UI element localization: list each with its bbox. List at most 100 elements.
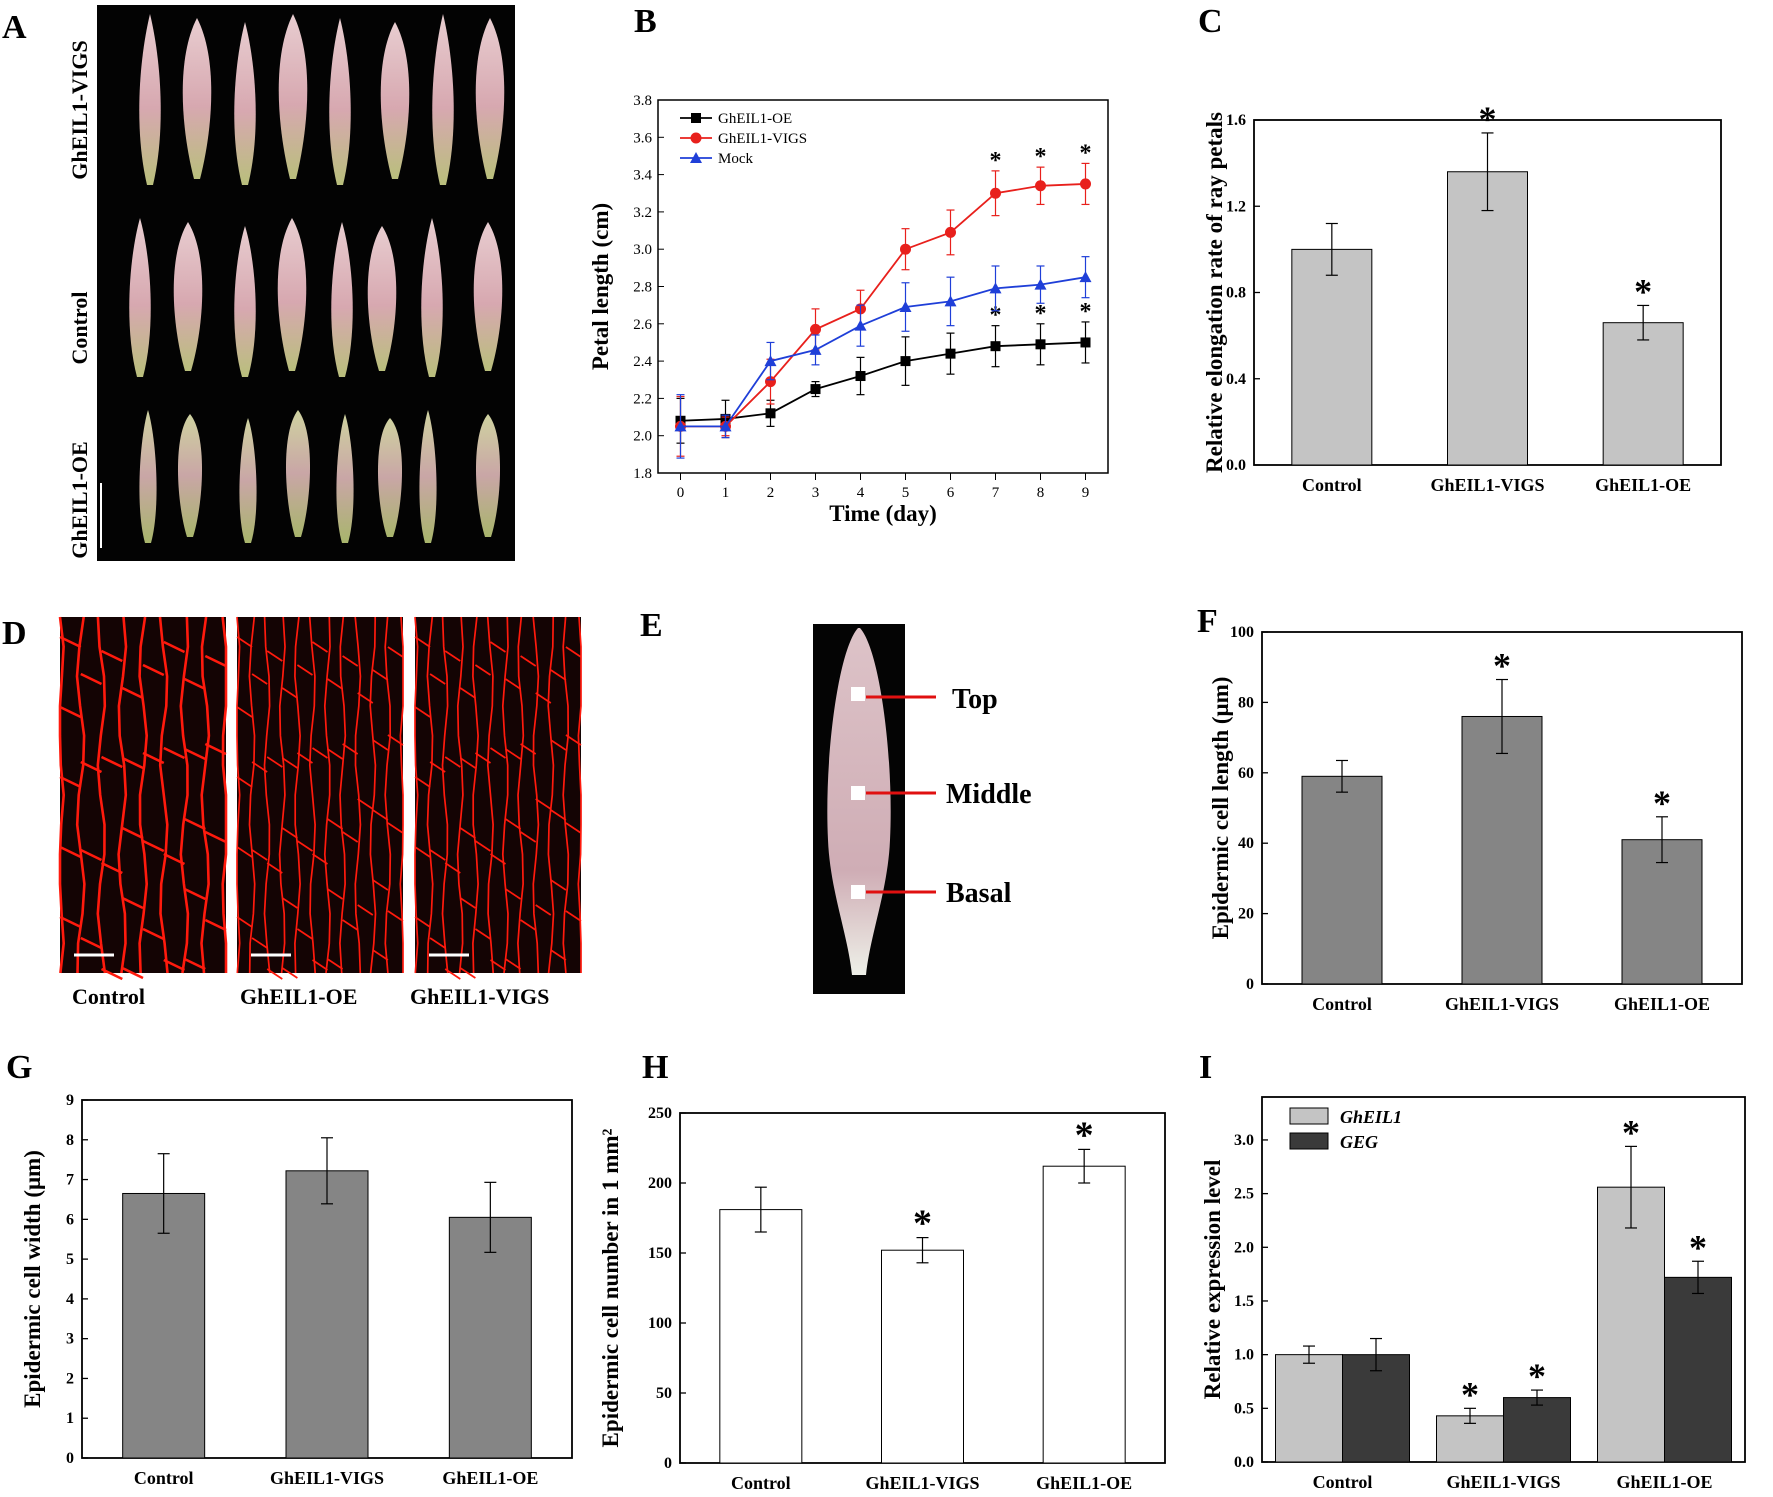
cell-wall-cross xyxy=(59,845,82,859)
x-tick-label: 7 xyxy=(992,485,1000,501)
petal xyxy=(173,222,203,371)
data-point xyxy=(1034,278,1047,290)
cell-wall-cross xyxy=(444,862,461,874)
cell-wall-cross xyxy=(121,686,144,700)
bar xyxy=(1621,839,1703,985)
cell-wall-cross xyxy=(121,756,144,770)
cell-wall-cross xyxy=(520,919,537,931)
cell-wall-cross xyxy=(414,916,431,928)
data-point xyxy=(810,384,821,395)
cell-wall-cross xyxy=(312,853,328,865)
y-tick-label: 2.2 xyxy=(633,391,652,407)
cell-wall-cross xyxy=(266,968,283,980)
category-label: Control xyxy=(1302,475,1362,495)
petal xyxy=(473,222,503,371)
cell-wall-line xyxy=(278,616,286,974)
cell-wall-cross xyxy=(121,966,144,980)
cell-wall-cross xyxy=(357,904,374,916)
cell-wall-cross xyxy=(204,830,227,844)
legend-label: GhEIL1-OE xyxy=(718,111,792,127)
cell-wall-cross xyxy=(520,655,537,667)
category-label: GhEIL1-VIGS xyxy=(270,1468,384,1488)
cell-wall-line xyxy=(138,616,149,974)
cell-wall-cross xyxy=(414,706,431,718)
cell-wall-cross xyxy=(80,760,103,774)
y-tick-label: 3.4 xyxy=(633,168,652,184)
cell-wall-cross xyxy=(142,663,165,677)
legend-marker xyxy=(691,113,701,123)
cell-wall-cross xyxy=(459,757,476,769)
bar xyxy=(881,1249,964,1464)
confocal-image-oe xyxy=(236,616,404,980)
cell-wall-line xyxy=(179,616,190,974)
category-label: Control xyxy=(134,1468,194,1488)
y-tick-label: 0.0 xyxy=(1234,1454,1254,1471)
cell-wall-line xyxy=(577,616,582,973)
cell-wall-cross xyxy=(474,752,491,764)
y-tick-label: 2.0 xyxy=(633,429,652,445)
y-tick-label: 0.0 xyxy=(1226,457,1246,474)
cell-wall-line xyxy=(414,616,419,974)
panel-e-petal-regions: Top Middle Basal xyxy=(813,624,1032,994)
y-tick-label: 1 xyxy=(66,1410,74,1427)
data-point xyxy=(674,420,687,432)
petal xyxy=(377,418,403,537)
cell-wall-cross xyxy=(490,853,506,865)
significance-star: * xyxy=(1689,1227,1707,1267)
data-point xyxy=(989,282,1002,294)
panel-letter-c: C xyxy=(1198,3,1223,40)
legend-label: GhEIL1-VIGS xyxy=(718,131,807,147)
region-label-top: Top xyxy=(952,684,998,715)
x-tick-label: 1 xyxy=(722,485,730,501)
cell-wall-line xyxy=(369,616,377,974)
cell-wall-cross xyxy=(342,655,359,667)
x-tick-label: 6 xyxy=(947,485,955,501)
data-point xyxy=(990,187,1001,199)
cell-wall-cross xyxy=(490,641,506,653)
cell-wall-cross xyxy=(236,776,253,788)
data-point xyxy=(944,295,957,307)
y-tick-label: 2.6 xyxy=(633,317,652,333)
petal xyxy=(278,14,308,179)
cell-wall-cross xyxy=(183,957,206,971)
cell-wall-line xyxy=(96,616,107,974)
x-tick-label: 0 xyxy=(677,485,685,501)
cell-wall-cross xyxy=(59,705,82,719)
y-tick-label: 0.4 xyxy=(1226,371,1246,388)
cell-wall-cross xyxy=(565,734,582,746)
confocal-background xyxy=(237,617,403,973)
data-point xyxy=(900,243,911,255)
x-tick-label: 5 xyxy=(902,485,910,501)
cell-wall-cross xyxy=(236,636,253,648)
cell-wall-line xyxy=(354,616,362,974)
petal xyxy=(432,14,454,185)
legend-marker xyxy=(690,132,702,144)
cell-wall-cross xyxy=(251,849,268,861)
y-axis-title: Relative elongation rate of ray petals xyxy=(1202,112,1227,473)
cell-wall-cross xyxy=(550,669,567,681)
y-tick-label: 0 xyxy=(1246,976,1254,993)
data-point xyxy=(765,408,776,419)
cell-wall-cross xyxy=(312,747,328,759)
cell-wall-cross xyxy=(251,937,268,949)
cell-wall-cross xyxy=(387,734,404,746)
cell-wall-cross xyxy=(183,887,206,901)
y-tick-label: 0 xyxy=(66,1450,74,1467)
cell-wall-cross xyxy=(266,756,283,768)
cell-wall-line xyxy=(426,616,434,974)
series-line xyxy=(680,183,1086,428)
cell-wall-cross xyxy=(459,897,476,909)
cell-wall-cross xyxy=(281,967,298,979)
sample-marker-basal xyxy=(851,885,865,899)
cell-wall-cross xyxy=(327,748,344,760)
cell-wall-cross xyxy=(520,831,537,843)
row-label-vigs: GhEIL1-VIGS xyxy=(67,40,92,179)
panel-h-bar-chart: 0 50 100 150 200 250 Control GhEIL1-VIGS * GhEIL1… xyxy=(598,1105,1166,1493)
cell-wall-cross xyxy=(535,692,552,704)
cell-wall-cross xyxy=(163,958,186,972)
significance-star: * xyxy=(1622,1112,1640,1152)
y-tick-label: 20 xyxy=(1238,906,1254,923)
cell-wall-line xyxy=(117,616,128,974)
sample-marker-middle xyxy=(851,786,865,800)
category-label: GhEIL1-OE xyxy=(1036,1473,1132,1493)
